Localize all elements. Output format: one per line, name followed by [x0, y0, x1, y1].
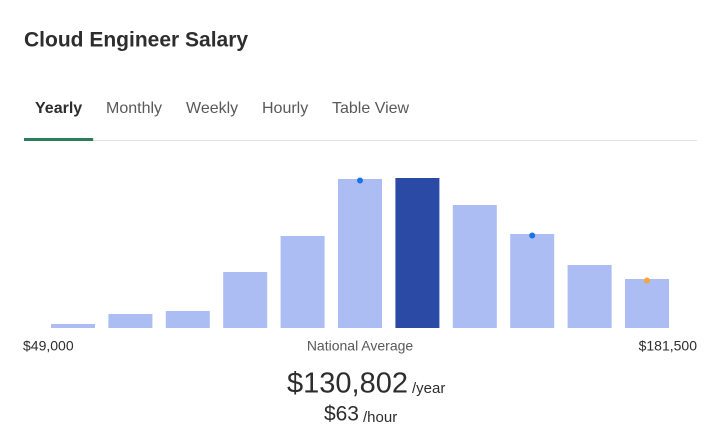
bar — [452, 205, 497, 328]
hourly-salary: $63 — [324, 403, 359, 426]
bar — [567, 265, 612, 328]
yearly-salary: $130,802 — [287, 368, 408, 400]
bar — [338, 179, 382, 328]
center-label: National Average — [307, 338, 414, 354]
tab[interactable]: Weekly — [186, 100, 238, 117]
max-label: $181,500 — [639, 338, 698, 354]
tab[interactable]: Hourly — [262, 100, 308, 117]
bar — [108, 314, 153, 328]
hourly-unit: /hour — [363, 409, 397, 426]
yearly-unit: /year — [412, 380, 445, 397]
marker-dot — [357, 177, 363, 184]
bar — [165, 311, 210, 328]
tab[interactable]: Yearly — [35, 100, 82, 117]
bar — [223, 272, 268, 328]
min-label: $49,000 — [23, 338, 74, 354]
tab-underline — [24, 138, 94, 141]
bar — [51, 324, 95, 328]
title: Cloud Engineer Salary — [24, 29, 248, 52]
bar — [395, 178, 440, 328]
bar — [625, 279, 669, 328]
marker-dot — [529, 232, 536, 239]
bar — [280, 236, 325, 328]
bar — [510, 234, 555, 328]
marker-dot — [644, 277, 650, 284]
tab[interactable]: Table View — [332, 100, 410, 117]
tab[interactable]: Monthly — [106, 100, 162, 117]
